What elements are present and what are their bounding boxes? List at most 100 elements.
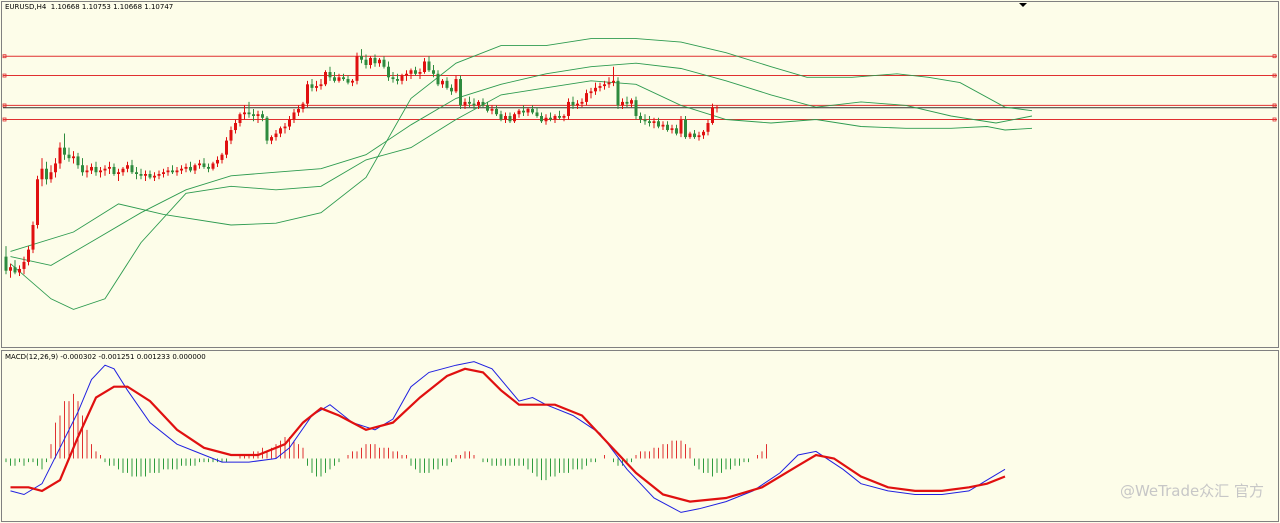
candle <box>103 165 107 176</box>
candle-body <box>58 147 62 164</box>
candle <box>256 110 260 124</box>
candle <box>472 98 476 109</box>
candle-body <box>486 105 489 111</box>
candle <box>243 105 246 120</box>
candle <box>378 57 381 67</box>
candle <box>666 121 669 132</box>
candle <box>391 72 395 83</box>
candle-body <box>391 77 395 80</box>
candle <box>54 158 57 178</box>
candle-body <box>562 115 566 118</box>
candle <box>76 152 80 169</box>
candle-body <box>112 166 116 174</box>
candle-body <box>427 61 431 71</box>
candle <box>369 56 372 69</box>
level-handle-right-4 <box>1272 117 1277 122</box>
candle-body <box>585 93 588 102</box>
candle-body <box>85 170 89 173</box>
candle-body <box>121 168 125 173</box>
candle-body <box>301 103 305 109</box>
candle <box>112 163 116 176</box>
candle-body <box>432 70 435 74</box>
candle-body <box>369 57 372 65</box>
candle-body <box>589 91 593 94</box>
candle-body <box>135 172 138 174</box>
candle-body <box>18 268 21 273</box>
candle-body <box>648 121 651 124</box>
level-handle-left-2 <box>2 73 7 78</box>
candle <box>238 112 242 127</box>
candle <box>333 72 336 83</box>
candle <box>162 168 165 178</box>
candle-body <box>292 112 296 120</box>
candle-body <box>544 117 548 122</box>
candle <box>117 168 120 182</box>
candle-body <box>207 166 210 169</box>
candle <box>22 256 26 275</box>
candle <box>171 165 174 174</box>
candle-body <box>283 126 287 129</box>
candle <box>130 159 134 174</box>
candle-body <box>436 73 440 85</box>
candle <box>301 101 305 113</box>
candle <box>553 114 557 124</box>
candle-body <box>468 101 471 104</box>
candle <box>432 64 435 78</box>
candle-body <box>490 108 494 111</box>
candle-body <box>148 174 152 178</box>
candle-body <box>216 159 219 164</box>
candle <box>72 151 75 164</box>
candle-body <box>4 256 8 271</box>
candle-body <box>513 114 516 122</box>
candle <box>274 130 278 141</box>
candle <box>594 82 597 95</box>
candle-body <box>144 174 147 176</box>
macd-panel-frame <box>1 350 1279 522</box>
watermark: @WeTrade众汇 官方 <box>1119 482 1264 500</box>
candle-body <box>472 103 476 106</box>
candle <box>427 56 431 73</box>
candle <box>364 54 368 69</box>
candle-body <box>666 124 669 131</box>
candle <box>346 75 350 85</box>
bollinger-upper-band <box>10 38 1033 252</box>
horizontal-levels[interactable] <box>2 54 1277 122</box>
candle <box>400 73 404 85</box>
candle-body <box>378 59 381 64</box>
candle <box>396 73 399 85</box>
candle-body <box>153 175 156 178</box>
candle <box>319 79 323 90</box>
candle <box>558 110 561 120</box>
candle <box>234 119 237 134</box>
candle-body <box>418 72 422 74</box>
candle <box>468 96 471 108</box>
candle <box>261 110 264 122</box>
macd-signal-line <box>10 367 1006 503</box>
candle <box>288 115 291 131</box>
candle <box>211 161 215 171</box>
candle <box>603 80 606 90</box>
candle <box>310 79 314 92</box>
candle-body <box>679 119 683 134</box>
candle <box>693 130 696 139</box>
candle <box>108 161 111 174</box>
candle <box>315 80 318 92</box>
candle-body <box>90 166 93 171</box>
candle-body <box>54 163 57 173</box>
candle <box>544 114 548 125</box>
candle-body <box>414 70 417 74</box>
candle-body <box>711 107 714 124</box>
candle <box>639 112 642 124</box>
candle-body <box>445 80 449 88</box>
candle <box>306 80 309 108</box>
macd-indicator-label: MACD(12,26,9) -0.000302 -0.001251 0.0012… <box>5 353 206 361</box>
candle <box>175 166 179 176</box>
candle <box>63 133 66 160</box>
candle <box>684 115 687 139</box>
candle-body <box>567 101 570 116</box>
candle-body <box>693 133 696 138</box>
candle-body <box>193 165 197 171</box>
chart-shift-marker-icon[interactable] <box>1019 3 1027 7</box>
candle <box>630 98 633 108</box>
candle-body <box>634 100 638 116</box>
